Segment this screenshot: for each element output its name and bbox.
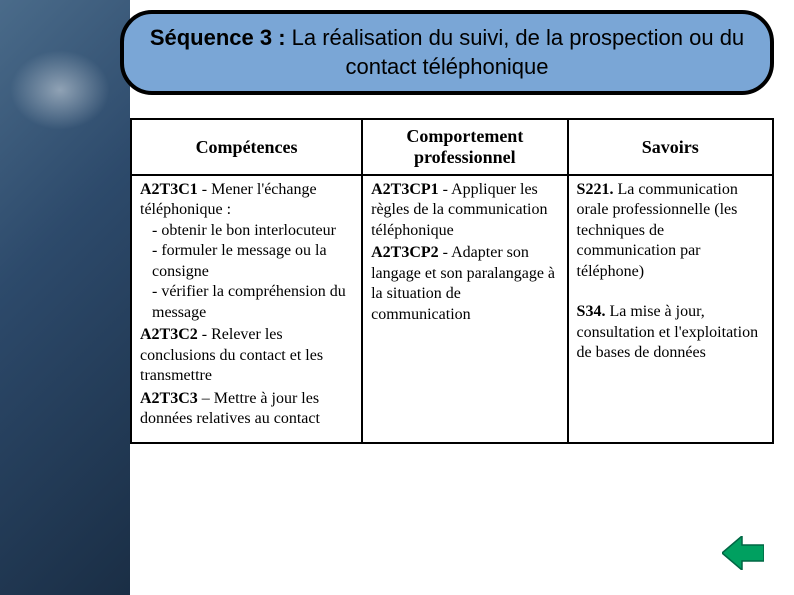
c1-code: A2T3C1 <box>140 181 198 198</box>
back-arrow-icon <box>722 536 764 570</box>
cell-competences: A2T3C1 - Mener l'échange téléphonique : … <box>131 175 362 443</box>
header-savoirs: Savoirs <box>568 119 773 175</box>
content-table-wrap: Compétences Comportement professionnel S… <box>130 118 774 444</box>
c1-bullet3: - vérifier la compréhension du message <box>140 282 353 323</box>
cp2-code: A2T3CP2 <box>371 244 439 261</box>
back-arrow-button[interactable] <box>722 536 764 575</box>
c3-code: A2T3C3 <box>140 390 198 407</box>
c1-bullet2: - formuler le message ou la consigne <box>140 241 353 282</box>
decorative-sidebar-image <box>0 0 130 595</box>
cell-comportement: A2T3CP1 - Appliquer les règles de la com… <box>362 175 567 443</box>
cp1-code: A2T3CP1 <box>371 181 439 198</box>
table-header-row: Compétences Comportement professionnel S… <box>131 119 773 175</box>
header-comportement: Comportement professionnel <box>362 119 567 175</box>
c2-code: A2T3C2 <box>140 326 198 343</box>
title-rest: La réalisation du suivi, de la prospecti… <box>286 25 745 79</box>
title-bold: Séquence 3 : <box>150 25 286 50</box>
cell-savoirs: S221. La communication orale professionn… <box>568 175 773 443</box>
content-table: Compétences Comportement professionnel S… <box>130 118 774 444</box>
header-competences: Compétences <box>131 119 362 175</box>
s1-code: S221. <box>577 181 614 198</box>
sequence-title: Séquence 3 : La réalisation du suivi, de… <box>144 24 750 81</box>
s2-code: S34. <box>577 303 606 320</box>
table-row: A2T3C1 - Mener l'échange téléphonique : … <box>131 175 773 443</box>
sequence-title-box: Séquence 3 : La réalisation du suivi, de… <box>120 10 774 95</box>
c1-bullet1: - obtenir le bon interlocuteur <box>140 221 353 241</box>
